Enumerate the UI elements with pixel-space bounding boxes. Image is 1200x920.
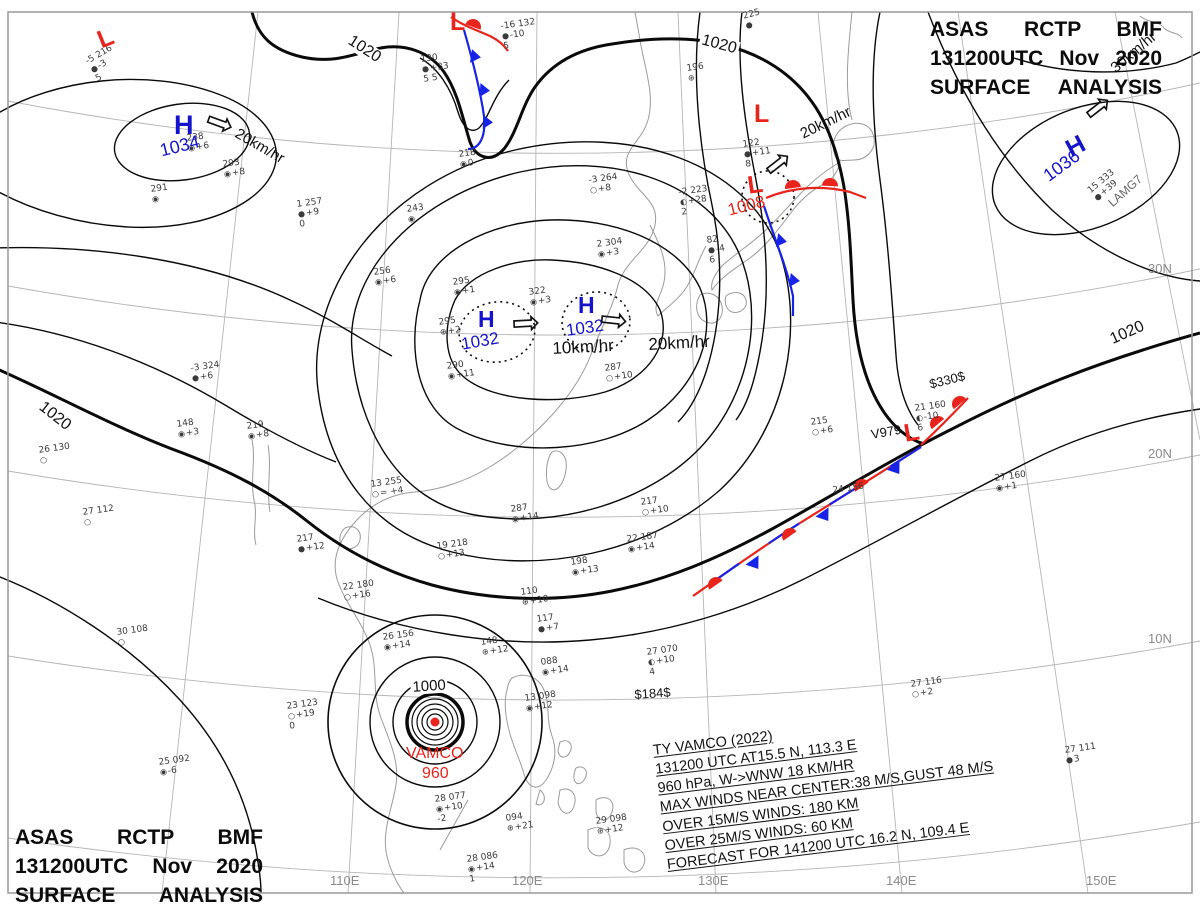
coastlines <box>251 11 1183 894</box>
chart-type: SURFACE ANALYSIS <box>15 883 263 907</box>
wind-arrow-icon: ⇨ <box>597 298 631 342</box>
wind-arrow-icon: ⇨ <box>754 138 802 188</box>
typhoon-rings <box>327 614 543 830</box>
high-symbol: H <box>478 306 495 332</box>
wind-arrow-icon: ⇨ <box>200 99 241 147</box>
typhoon-name: VAMCO <box>406 745 464 762</box>
lat-label: 30N <box>1148 261 1172 276</box>
warm-front <box>450 16 969 446</box>
lon-label: 110E <box>330 873 360 888</box>
title-block-top-right: ASAS RCTP BMF 131200UTC Nov 2020 SURFACE… <box>930 16 1162 103</box>
low-symbol: L <box>450 8 466 36</box>
lat-label: 10N <box>1148 631 1172 646</box>
typhoon-center-icon <box>430 717 440 727</box>
typhoon-pressure: 960 <box>422 765 449 782</box>
wind-arrow-icon: ⇨ <box>510 302 542 344</box>
lon-label: 130E <box>698 873 729 888</box>
stationary-front <box>692 446 922 597</box>
dotted-contours <box>458 170 795 363</box>
chart-datetime: 131200UTC Nov 2020 <box>15 854 263 878</box>
chart-datetime: 131200UTC Nov 2020 <box>930 46 1162 70</box>
chart-id: ASAS RCTP BMF <box>15 826 263 849</box>
graticule <box>7 11 1200 894</box>
title-block-bottom-left: ASAS RCTP BMF 131200UTC Nov 2020 SURFACE… <box>15 824 263 911</box>
high-symbol: H <box>174 110 194 140</box>
lat-label: 20N <box>1148 446 1172 461</box>
lon-label: 120E <box>512 873 543 888</box>
chart-id: ASAS RCTP BMF <box>930 18 1162 41</box>
map-frame <box>7 11 1193 894</box>
isobars-thick <box>0 11 1200 600</box>
lon-label: 140E <box>886 873 917 888</box>
cold-front <box>462 29 800 316</box>
high-symbol: H <box>578 292 595 318</box>
lon-label: 150E <box>1086 873 1117 888</box>
low-symbol: L <box>754 100 770 128</box>
chart-type: SURFACE ANALYSIS <box>930 75 1162 99</box>
